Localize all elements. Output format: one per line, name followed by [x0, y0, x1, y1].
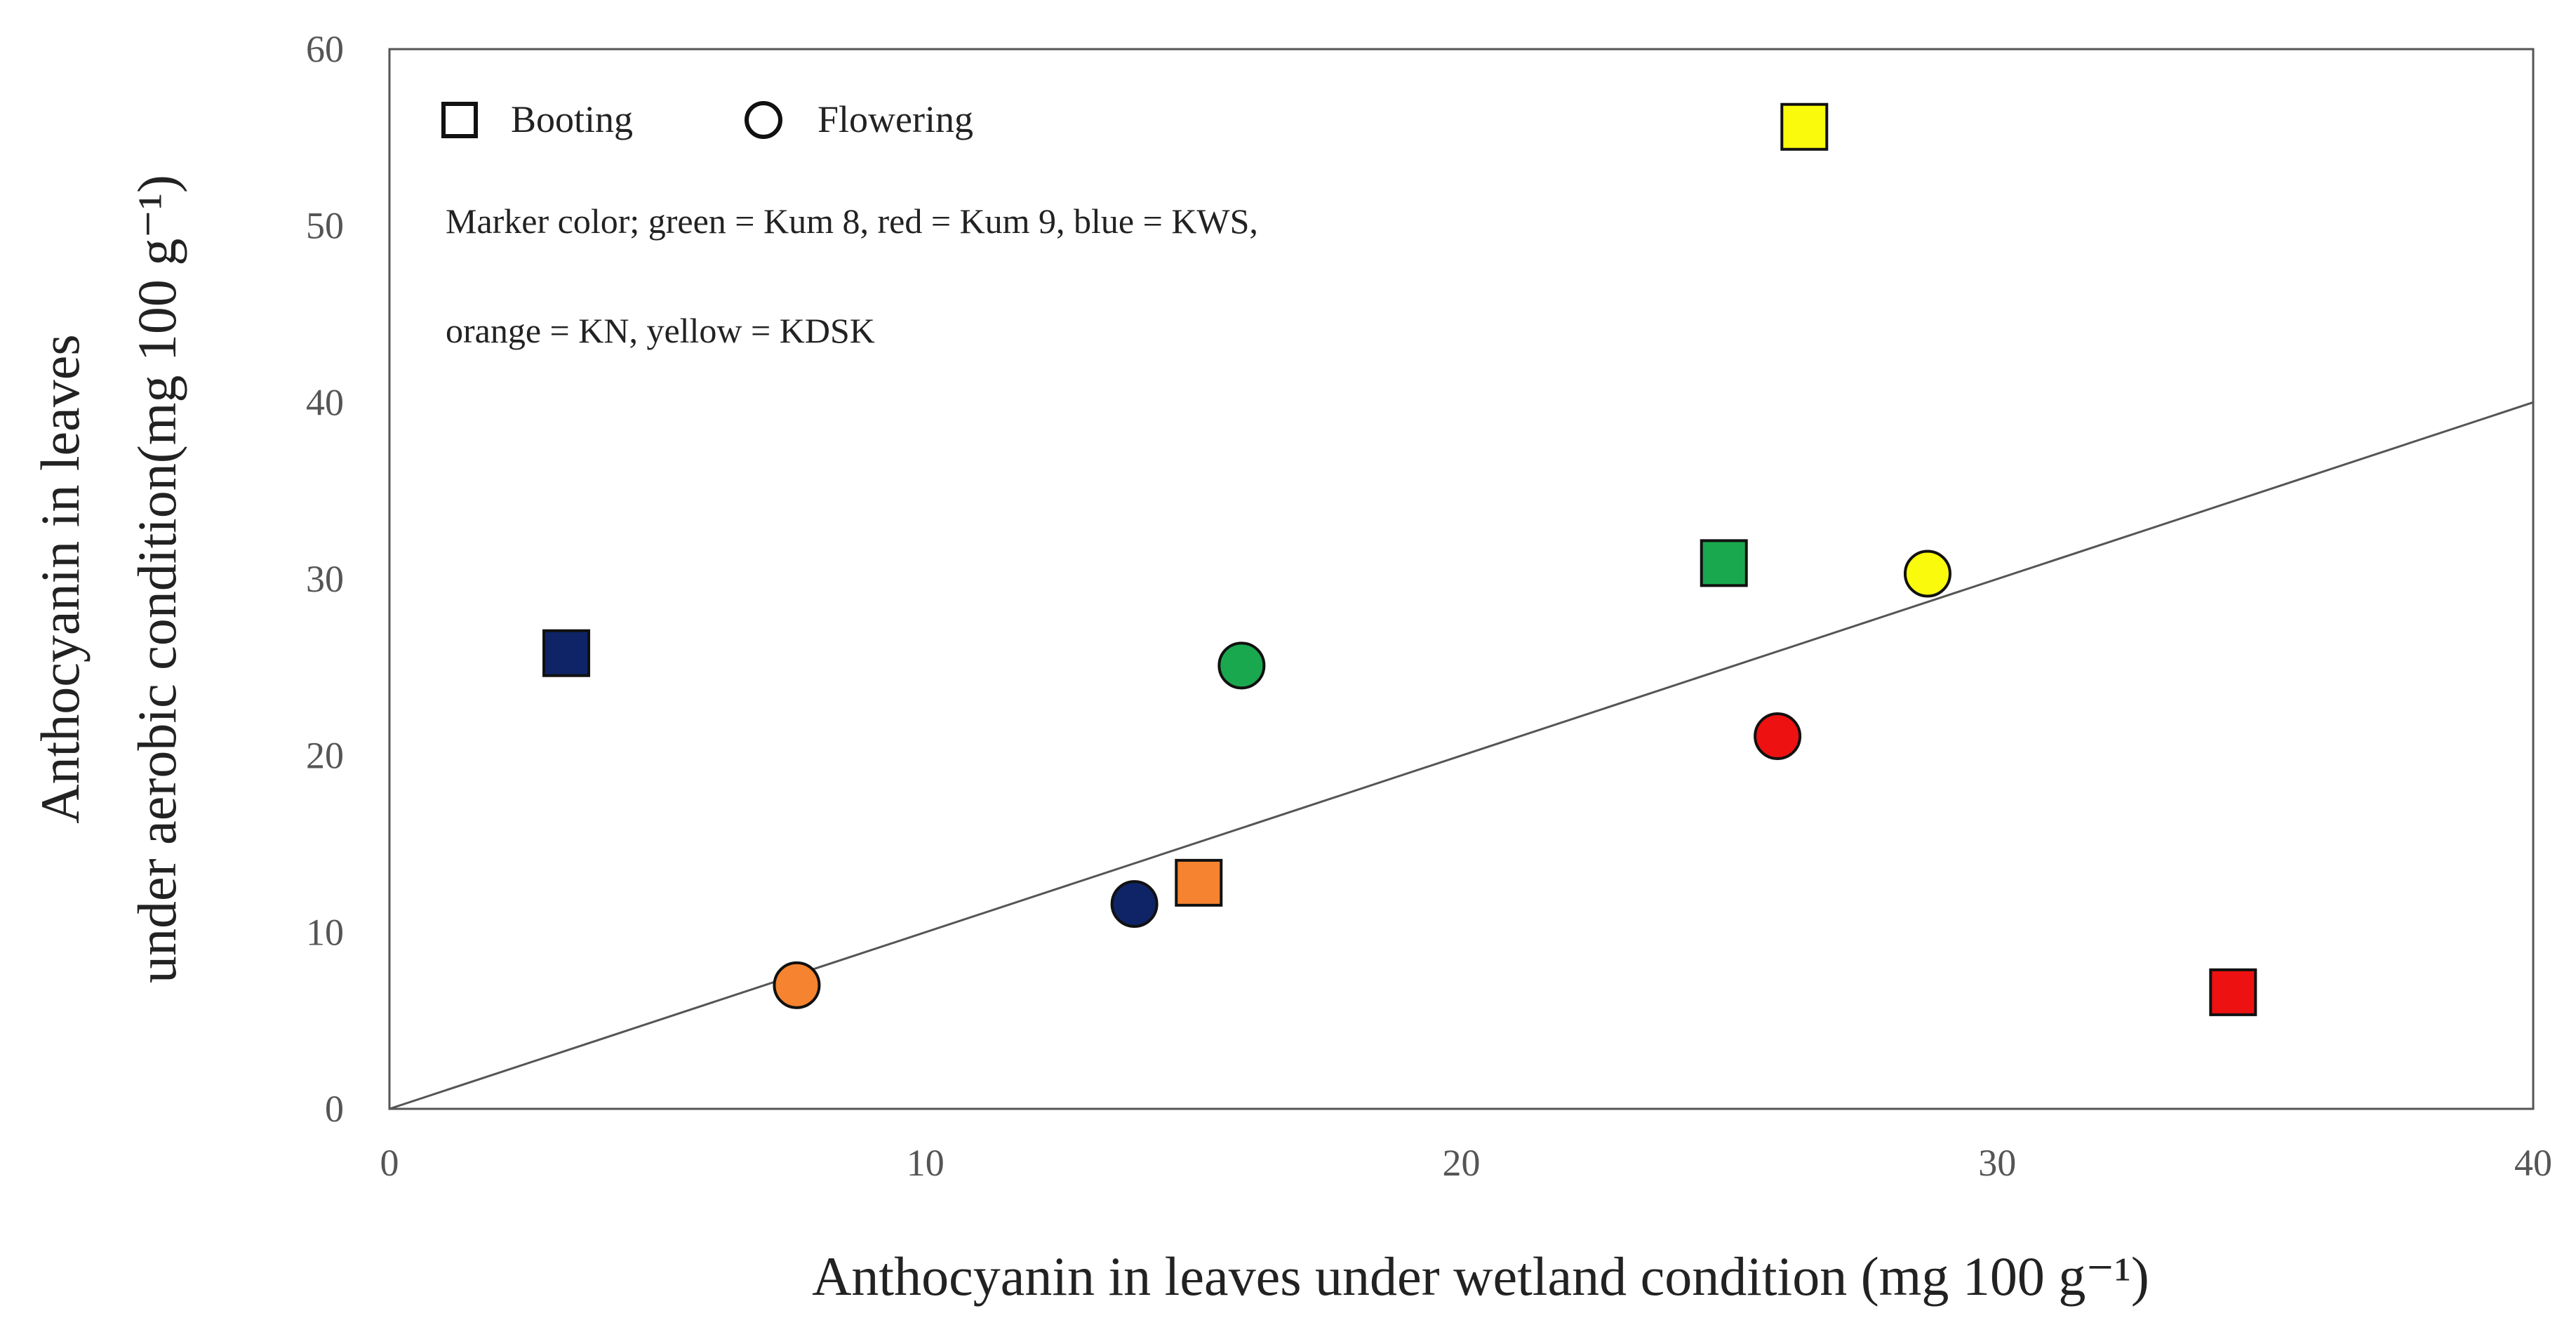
- x-tick-label: 10: [907, 1142, 945, 1184]
- data-point-flowering-orange: [773, 961, 821, 1009]
- data-point-flowering-blue: [1110, 880, 1159, 928]
- legend-flowering-label: Flowering: [817, 98, 973, 140]
- y-axis-title-line2: under aerobic condition(mg 100 g⁻¹): [126, 175, 187, 983]
- data-point-flowering-red: [1754, 712, 1802, 760]
- data-point-booting-yellow: [1780, 102, 1829, 151]
- data-point-booting-blue: [542, 629, 591, 677]
- data-points: [542, 102, 2257, 1016]
- y-axis-title-line1: Anthocyanin in leaves: [29, 334, 91, 823]
- x-axis-ticks: 0 10 20 30 40: [380, 1142, 2553, 1184]
- x-tick-label: 40: [2514, 1142, 2552, 1184]
- y-tick-label: 30: [306, 558, 344, 600]
- y-tick-label: 60: [306, 28, 344, 70]
- legend-booting-label: Booting: [511, 98, 633, 140]
- y-tick-label: 50: [306, 205, 344, 247]
- y-tick-label: 10: [306, 911, 344, 953]
- marker-color-note-line1: Marker color; green = Kum 8, red = Kum 9…: [446, 201, 1258, 241]
- data-point-flowering-green: [1217, 641, 1266, 690]
- y-tick-label: 20: [306, 735, 344, 777]
- data-point-booting-green: [1700, 539, 1748, 587]
- legend-booting-marker: [441, 102, 478, 138]
- x-axis-title: Anthocyanin in leaves under wetland cond…: [812, 1246, 2149, 1307]
- data-point-booting-orange: [1175, 858, 1223, 907]
- x-tick-label: 0: [380, 1142, 399, 1184]
- marker-color-note-line2: orange = KN, yellow = KDSK: [446, 311, 875, 350]
- x-tick-label: 20: [1443, 1142, 1481, 1184]
- y-axis-ticks: 0 10 20 30 40 50 60: [306, 28, 344, 1130]
- y-tick-label: 40: [306, 381, 344, 423]
- data-point-flowering-yellow: [1903, 550, 1951, 598]
- trend-line: [389, 401, 2534, 1110]
- data-point-booting-red: [2209, 968, 2257, 1016]
- y-tick-label: 0: [325, 1088, 344, 1130]
- plot-area: [388, 48, 2535, 1110]
- legend-flowering-marker: [745, 101, 782, 139]
- x-tick-label: 30: [1978, 1142, 2016, 1184]
- legend: Booting Flowering: [441, 98, 973, 140]
